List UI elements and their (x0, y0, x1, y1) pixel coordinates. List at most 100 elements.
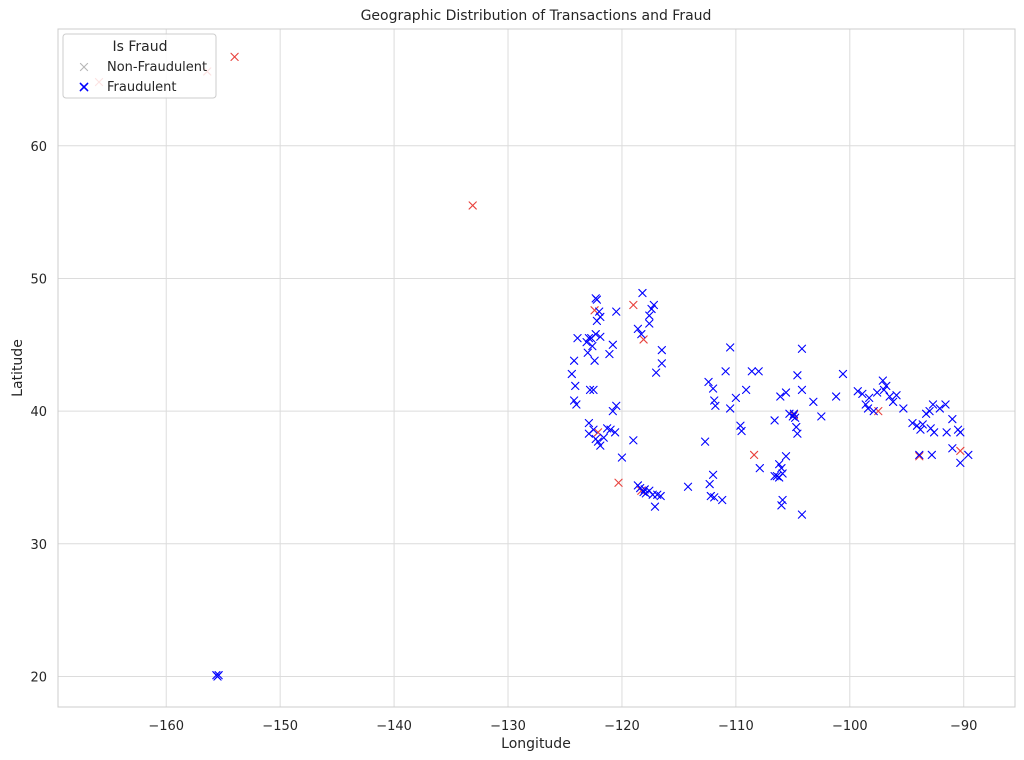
fraudulent-point (637, 330, 646, 339)
x-axis-ticks: −160 −150 −140 −130 −120 −110 −100 −90 (148, 719, 977, 734)
x-tick-label: −160 (148, 719, 184, 734)
fraudulent-point (612, 307, 621, 316)
data-points (94, 52, 973, 681)
non-fraudulent-point (956, 446, 965, 456)
fraudulent-point (737, 426, 746, 436)
fraudulent-point (599, 433, 608, 442)
fraudulent-point (809, 397, 818, 406)
fraudulent-point (638, 288, 647, 298)
fraudulent-point (964, 450, 973, 460)
fraudulent-point (583, 348, 592, 357)
fraudulent-point (948, 414, 957, 424)
fraudulent-point (885, 392, 894, 401)
legend-label-non-fraudulent: Non-Fraudulent (107, 60, 207, 75)
fraudulent-point (869, 406, 878, 416)
x-tick-label: −140 (376, 719, 412, 734)
fraudulent-point (612, 401, 621, 410)
fraudulent-point (888, 397, 898, 406)
fraudulent-point (793, 429, 802, 438)
fraudulent-point (863, 404, 873, 413)
fraudulent-point (610, 428, 620, 437)
fraudulent-point (861, 400, 870, 409)
legend-x-fraudulent (79, 82, 89, 92)
fraudulent-point (593, 437, 603, 446)
fraudulent-point (605, 349, 614, 359)
fraudulent-point (781, 452, 791, 461)
fraudulent-point (726, 404, 735, 413)
fraudulent-point (853, 387, 862, 396)
fraudulent-point (948, 444, 957, 453)
fraudulent-point (755, 464, 764, 473)
fraudulent-point (928, 400, 938, 409)
fraudulent-point (838, 369, 848, 379)
fraudulent-point (770, 416, 779, 425)
x-tick-label: −120 (604, 719, 640, 734)
fraudulent-point (926, 424, 935, 433)
fraudulent-point (908, 418, 917, 428)
fraudulent-point (653, 490, 662, 499)
fraudulent-point (645, 319, 654, 328)
fraudulent-point (777, 501, 786, 510)
fraudulent-point (899, 404, 908, 413)
fraudulent-point (592, 295, 602, 304)
non-fraudulent-point (639, 335, 648, 344)
fraudulent-point (700, 437, 710, 446)
fraudulent-point (775, 460, 784, 469)
fraudulent-point (941, 400, 950, 409)
y-tick-label: 30 (30, 538, 47, 553)
fraudulent-point (726, 343, 735, 352)
fraudulent-point (797, 510, 807, 519)
fraudulent-point (633, 481, 643, 490)
fraudulent-point (629, 436, 638, 445)
fraudulent-point (770, 471, 779, 481)
fraudulent-point (584, 429, 594, 438)
fraudulent-point (639, 487, 648, 497)
fraudulent-point (573, 333, 582, 343)
fraudulent-point (781, 388, 791, 397)
fraudulent-point (772, 471, 782, 481)
non-fraudulent-point (468, 201, 477, 210)
legend-marker-non-fraudulent (79, 62, 89, 72)
fraudulent-point (592, 316, 602, 326)
chart-title: Geographic Distribution of Transactions … (361, 8, 712, 24)
fraudulent-point (711, 401, 720, 410)
x-tick-label: −100 (832, 719, 868, 734)
fraudulent-point (582, 337, 591, 347)
non-fraudulent-point (590, 306, 599, 315)
fraudulent-point (731, 393, 741, 403)
legend-x-non-fraudulent (79, 62, 89, 72)
fraudulent-point (879, 385, 889, 395)
non-fraudulent-point (614, 478, 623, 487)
plot-frame (57, 28, 1016, 708)
fraudulent-point (792, 422, 801, 432)
fraudulent-point (617, 453, 627, 462)
y-tick-label: 20 (30, 670, 47, 685)
legend: Is Fraud Non-Fraudulent Fraudulent (62, 33, 217, 99)
fraudulent-point (596, 441, 605, 450)
x-tick-label: −150 (262, 719, 298, 734)
fraudulent-point (588, 341, 597, 351)
fraudulent-point (935, 404, 944, 413)
fraudulent-point (585, 385, 595, 395)
fraudulent-point (645, 311, 654, 320)
fraudulent-point (916, 425, 925, 434)
legend-marker-fraudulent (79, 82, 89, 92)
fraudulent-point (754, 367, 763, 376)
fraudulent-point (956, 458, 965, 468)
fraudulent-point (721, 367, 730, 376)
fraudulent-point (878, 376, 887, 385)
fraudulent-point (831, 392, 841, 401)
fraudulent-point (572, 400, 581, 409)
y-axis-ticks: 20 30 40 50 60 (30, 140, 47, 686)
fraudulent-point (789, 409, 799, 418)
fraudulent-point (596, 332, 605, 341)
fraudulent-point (915, 450, 924, 460)
x-tick-label: −130 (490, 719, 526, 734)
fraudulent-point (657, 345, 666, 355)
fraudulent-point (569, 396, 579, 405)
fraudulent-point (608, 340, 617, 349)
fraudulent-point (892, 391, 901, 400)
plot-area (58, 29, 1015, 707)
fraudulent-point (718, 495, 727, 505)
fraudulent-point (213, 672, 222, 681)
